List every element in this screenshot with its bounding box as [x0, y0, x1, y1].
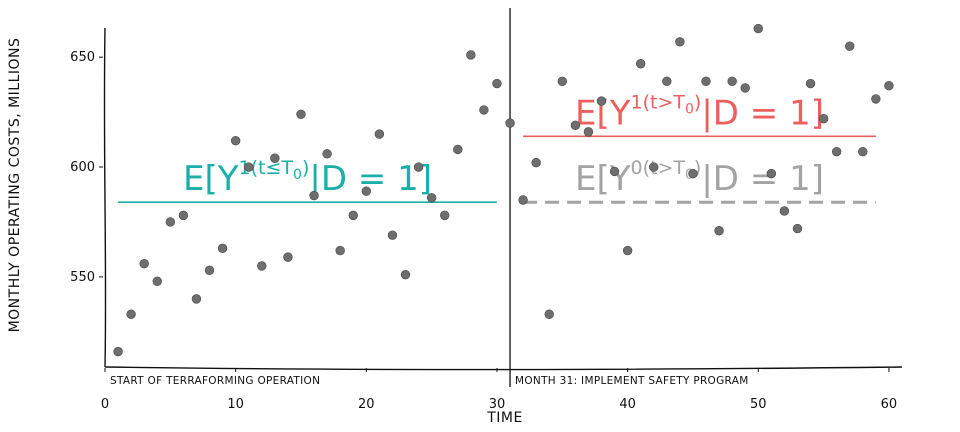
data-point: [165, 217, 176, 227]
data-point: [753, 23, 763, 34]
data-point: [858, 146, 868, 157]
data-point: [440, 210, 450, 221]
data-point: [701, 76, 711, 87]
data-point: [544, 309, 554, 319]
data-point: [126, 309, 136, 319]
data-point: [714, 226, 724, 236]
data-point: [230, 135, 241, 146]
expectation-label-post-treated: E[Y1(t>T0)|D = 1]: [575, 91, 824, 133]
data-point: [400, 270, 411, 280]
y-axis-title: Monthly operating costs, millions: [7, 38, 23, 333]
y-tick-label: 550: [70, 270, 95, 285]
data-point: [662, 76, 672, 87]
data-point: [583, 127, 594, 137]
x-tick-label: 10: [227, 397, 244, 412]
data-point: [244, 162, 254, 172]
data-point: [518, 195, 528, 205]
axes: [103, 8, 903, 387]
data-point: [479, 105, 489, 115]
data-point: [792, 223, 803, 234]
data-point: [831, 146, 842, 157]
data-point: [649, 162, 659, 172]
x-tick-label: 60: [881, 397, 898, 412]
data-point: [845, 41, 855, 51]
data-point: [453, 144, 463, 155]
data-point: [492, 78, 502, 89]
data-point: [113, 346, 123, 357]
tick-labels: 0 10 20 30 40 50 60 550 600 650: [70, 50, 897, 412]
data-point: [322, 149, 332, 159]
data-point: [413, 162, 424, 172]
data-point: [871, 94, 881, 104]
data-point: [688, 168, 698, 179]
data-point: [387, 230, 398, 240]
data-points: [113, 23, 894, 357]
data-point: [557, 76, 567, 87]
data-point: [152, 276, 162, 286]
data-point: [635, 59, 646, 69]
data-point: [204, 265, 215, 276]
data-point: [309, 190, 319, 201]
data-point: [466, 50, 476, 60]
expectation-lines: [118, 135, 876, 204]
data-point: [531, 157, 541, 168]
data-point: [622, 245, 633, 256]
x-tick-label: 40: [619, 397, 636, 412]
start-annotation: Start of terraforming operation: [110, 375, 320, 387]
data-point: [426, 193, 437, 203]
y-axis-line: [103, 27, 107, 368]
intervention-annotation: Month 31: implement safety program: [515, 375, 749, 387]
data-point: [257, 261, 267, 271]
data-point: [296, 109, 306, 119]
data-point: [361, 186, 372, 196]
data-point: [884, 81, 894, 91]
data-point: [727, 76, 737, 87]
x-axis-line: [104, 366, 903, 371]
data-point: [178, 210, 189, 221]
expectation-label-pre: E[Y1(t≤T0)|D = 1]: [183, 157, 432, 199]
data-point: [139, 259, 149, 269]
x-tick-label: 0: [101, 397, 109, 412]
data-point: [818, 113, 829, 124]
data-point: [348, 210, 358, 221]
y-tick-label: 650: [70, 50, 95, 65]
x-tick-label: 20: [358, 397, 375, 412]
data-point: [217, 243, 228, 254]
data-point: [335, 245, 345, 256]
data-point: [596, 96, 607, 106]
data-point: [740, 83, 750, 93]
data-point: [270, 153, 280, 163]
expectation-label-post-counterfactual: E[Y0(t>T0)|D = 1]: [575, 157, 824, 199]
x-axis-title: Time: [486, 410, 523, 426]
x-tick-label: 50: [750, 397, 767, 412]
data-point: [805, 78, 816, 89]
y-tick-label: 600: [70, 160, 95, 175]
expectation-labels: E[Y1(t≤T0)|D = 1] E[Y1(t>T0)|D = 1] E[Y0(t…: [183, 91, 824, 199]
x-tick-label: 30: [489, 397, 506, 412]
data-point: [779, 206, 790, 216]
data-point: [570, 120, 581, 130]
data-point: [283, 252, 293, 262]
data-point: [609, 166, 620, 177]
data-point: [766, 168, 777, 179]
data-point: [191, 294, 202, 304]
data-point: [675, 37, 685, 47]
data-point: [374, 129, 385, 139]
data-point: [505, 118, 515, 128]
